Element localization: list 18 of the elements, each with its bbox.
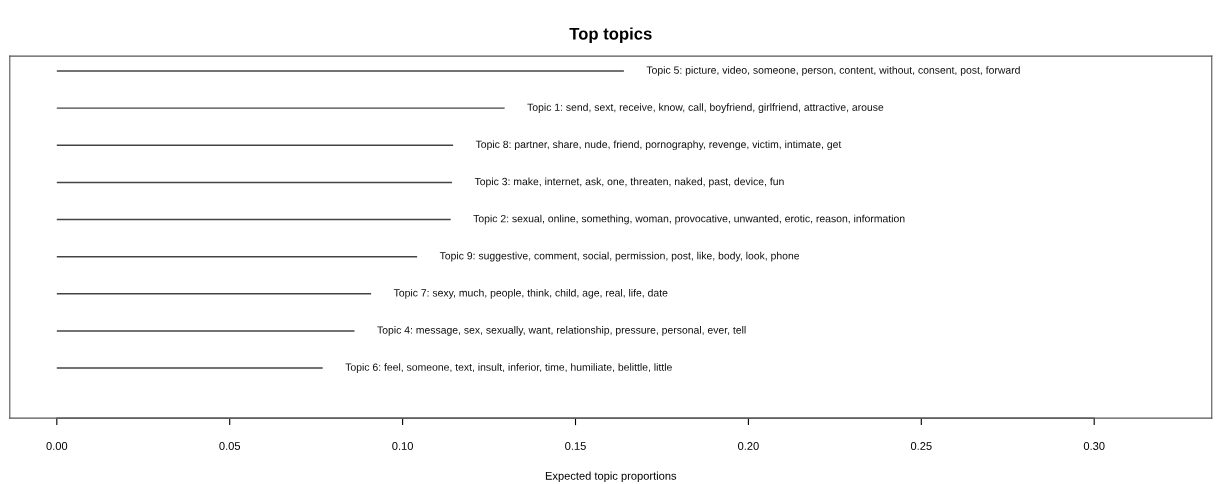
x-tick-label: 0.15 (565, 442, 586, 450)
x-tick-label: 0.00 (46, 442, 68, 450)
y-tick-label: Topic 2: sexual, online, something, woman, provocative, unwanted, erotic, reason, information (473, 214, 905, 225)
y-tick-label: Topic 1: send, sext, receive, know, call, boyfriend, girlfriend, attractive, arouse (527, 103, 884, 113)
y-tick-label: Topic 4: message, sex, sexually, want, relationship, pressure, personal, ever, tell (377, 326, 746, 336)
x-tick-label: 0.25 (910, 442, 932, 450)
y-tick-label: Topic 7: sexy, much, people, think, child, age, real, life, date (393, 288, 668, 299)
y-tick-label: Topic 6: feel, someone, text, insult, inferior, time, humiliate, belittle, little (345, 363, 672, 373)
y-tick-label: Topic 9: suggestive, comment, social, permission, post, like, body, look, phone (439, 251, 800, 262)
x-tick-label: 0.10 (392, 442, 413, 450)
x-tick-label: 0.30 (1083, 442, 1105, 450)
y-tick-label: Topic 8: partner, share, nude, friend, pornography, revenge, victim, intimate, get (475, 140, 842, 151)
x-tick-label: 0.05 (219, 442, 241, 450)
chart-title: Top topics (569, 27, 652, 43)
y-tick-label: Topic 5: picture, video, someone, person, content, without, consent, post, forward (646, 66, 1020, 76)
x-axis-title: Expected topic proportions (545, 471, 677, 482)
y-tick-label: Topic 3: make, internet, ask, one, threaten, naked, past, device, fun (474, 177, 784, 188)
x-tick-label: 0.20 (738, 442, 759, 450)
